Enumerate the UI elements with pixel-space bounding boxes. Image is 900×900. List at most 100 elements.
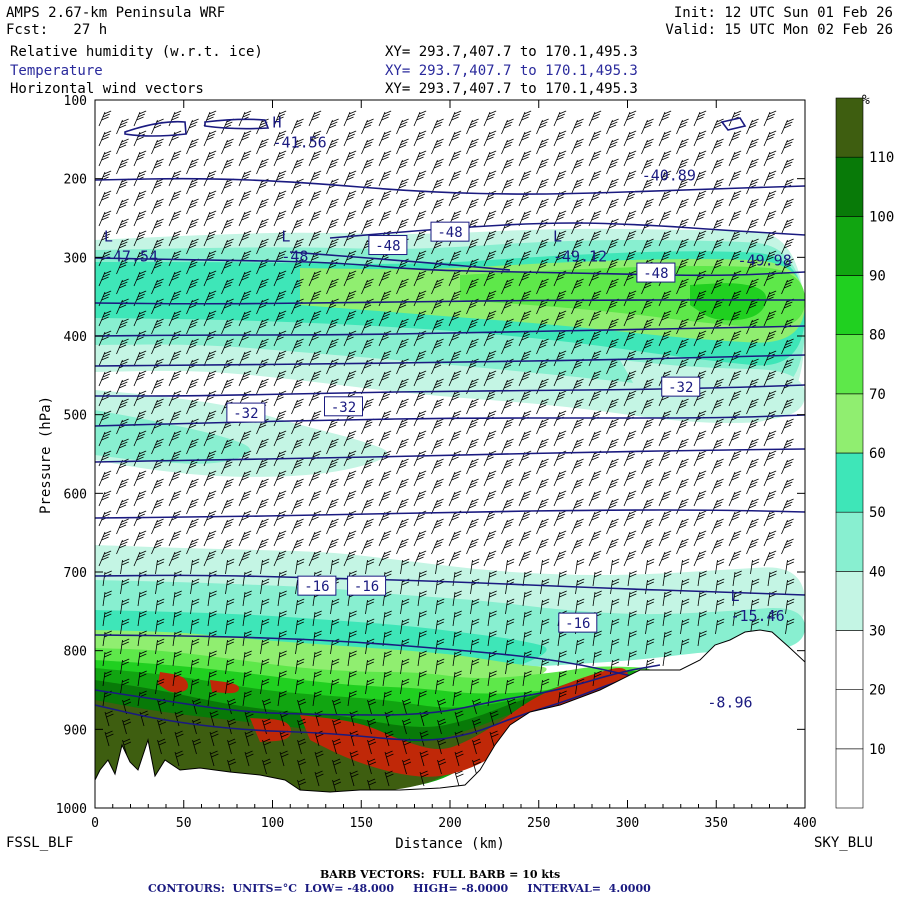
wind-barb <box>133 270 147 287</box>
wind-barb <box>571 398 584 415</box>
wind-barb <box>435 638 445 655</box>
wind-barb <box>273 210 287 227</box>
wind-barb <box>606 158 619 175</box>
wind-barb <box>553 370 567 387</box>
wind-barb <box>575 558 585 575</box>
wind-barb <box>606 538 619 555</box>
wind-barb <box>483 210 497 227</box>
wind-barb <box>378 210 392 227</box>
wind-barb <box>238 230 252 247</box>
wind-barb <box>641 378 654 395</box>
wind-barb <box>256 138 269 155</box>
wind-barb <box>326 158 339 175</box>
wind-barb <box>641 318 654 335</box>
wind-barb <box>606 138 619 155</box>
wind-barb <box>540 638 550 655</box>
wind-barb <box>116 338 129 355</box>
wind-barb <box>225 638 235 655</box>
wind-barb <box>536 398 549 415</box>
wind-barb <box>256 378 269 395</box>
wind-barb <box>641 138 654 155</box>
wind-barb <box>396 458 409 475</box>
wind-barb <box>116 258 129 275</box>
contour-note: CONTOURS: UNITS=°C LOW= -48.000 HIGH= -8… <box>148 882 651 895</box>
wind-barb <box>151 538 164 555</box>
temperature-contour <box>95 574 805 596</box>
wind-barb <box>588 330 602 347</box>
wind-barb <box>116 498 129 515</box>
wind-barb <box>571 278 584 295</box>
wind-barb <box>448 530 462 547</box>
wind-barb <box>553 390 567 407</box>
x-tick-label: 250 <box>527 816 550 831</box>
wind-barb <box>238 430 252 447</box>
y-tick-label: 600 <box>64 487 87 502</box>
wind-barb <box>606 478 619 495</box>
wind-barb <box>588 490 602 507</box>
wind-barb <box>711 498 724 515</box>
wind-barb <box>557 570 567 587</box>
wind-barb <box>676 398 689 415</box>
wind-barb <box>658 430 672 447</box>
wind-barb <box>606 178 619 195</box>
wind-barb <box>172 590 182 607</box>
wind-barb <box>623 230 637 247</box>
wind-barb <box>190 558 200 575</box>
wind-barb <box>413 430 427 447</box>
wind-barb <box>186 478 199 495</box>
wind-barb <box>98 110 112 127</box>
wind-barb <box>295 678 305 695</box>
wind-barb <box>120 658 130 675</box>
wind-barb <box>396 418 409 435</box>
field-name-wind: Horizontal wind vectors <box>10 81 204 97</box>
wind-barb <box>676 358 689 375</box>
wind-barb <box>155 578 165 595</box>
wind-barb <box>308 130 322 147</box>
wind-barb <box>728 390 742 407</box>
wind-barb <box>98 190 112 207</box>
rh-sat-2 <box>210 680 240 694</box>
wind-barb <box>489 730 499 747</box>
field-xy-rh: XY= 293.7,407.7 to 170.1,495.3 <box>385 44 638 60</box>
rh-mid-right <box>620 360 805 420</box>
wind-barb <box>571 498 584 515</box>
wind-barb <box>332 718 342 735</box>
wind-barb <box>262 718 272 735</box>
wind-barb <box>781 158 794 175</box>
wind-barb <box>308 210 322 227</box>
extremum-kind: L <box>730 587 739 605</box>
x-tick-label: 50 <box>176 816 192 831</box>
wind-barb <box>466 338 479 355</box>
wind-barb <box>256 158 269 175</box>
wind-barb <box>238 190 252 207</box>
wind-barb <box>365 678 375 695</box>
wind-barb <box>536 378 549 395</box>
wind-barb <box>203 550 217 567</box>
colorbar-tick-label: 20 <box>869 683 886 699</box>
wind-barb <box>785 598 795 615</box>
wind-barb <box>732 610 742 627</box>
wind-barb <box>396 138 409 155</box>
wind-barb <box>728 250 742 267</box>
wind-barb <box>98 310 112 327</box>
wind-barb <box>413 530 427 547</box>
wind-barb <box>658 310 672 327</box>
wind-barb <box>221 458 234 475</box>
wind-barb <box>487 590 497 607</box>
wind-barb <box>314 750 324 767</box>
wind-barb <box>431 158 444 175</box>
wind-barb <box>361 398 374 415</box>
wind-barb <box>518 370 532 387</box>
wind-barb <box>256 498 269 515</box>
wind-barb <box>557 670 567 687</box>
wind-barb <box>592 590 602 607</box>
colorbar-tick-label: 60 <box>869 446 886 462</box>
wind-barb <box>291 538 304 555</box>
wind-barb <box>536 178 549 195</box>
wind-barb <box>501 458 514 475</box>
wind-barb <box>711 138 724 155</box>
wind-barb <box>452 610 462 627</box>
wind-barb <box>168 230 182 247</box>
wind-barb <box>676 278 689 295</box>
wind-barb <box>151 338 164 355</box>
